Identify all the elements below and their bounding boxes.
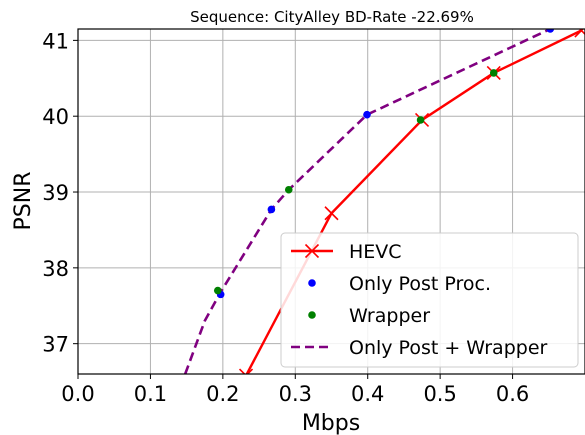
chart-title: Sequence: CityAlley BD-Rate -22.69%: [190, 8, 474, 26]
legend-box: [280, 232, 579, 368]
ticks: 0.0 0.1 0.2 0.3 0.4 0.5 0.6 37 38 39 40 41: [42, 29, 529, 406]
y-tick-label: 39: [42, 181, 69, 205]
legend-item-only-post-proc: Only Post Proc.: [308, 273, 491, 295]
series-only-post-point: [546, 29, 555, 33]
series-wrapper-point: [416, 116, 425, 124]
y-tick-label: 40: [42, 105, 69, 129]
legend-label: Wrapper: [349, 305, 430, 327]
legend-point: [308, 311, 316, 319]
legend-hevc-marker: [304, 243, 320, 259]
series-wrapper-point: [489, 69, 498, 77]
series-wrapper-point: [213, 286, 222, 295]
legend-item-hevc: HEVC: [291, 241, 402, 263]
series-hevc-marker: [324, 206, 339, 221]
legend-label: HEVC: [349, 241, 402, 263]
legend-label: Only Post + Wrapper: [349, 337, 548, 359]
y-tick-label: 37: [42, 333, 69, 357]
legend-item-wrapper: Wrapper: [308, 305, 430, 327]
y-tick-label: 41: [42, 29, 69, 53]
y-tick-label: 38: [42, 257, 69, 281]
x-axis-label: Mbps: [302, 411, 360, 435]
x-tick-label: 0.0: [61, 382, 94, 406]
x-tick-label: 0.2: [206, 382, 239, 406]
y-axis-label: PSNR: [11, 172, 36, 231]
legend: HEVC Only Post Proc. Wrapper Only Post + Wr…: [280, 232, 579, 368]
x-tick-label: 0.3: [279, 382, 312, 406]
x-tick-label: 0.6: [496, 382, 529, 406]
series-only-post-point: [267, 205, 276, 214]
x-tick-label: 0.4: [351, 382, 384, 406]
legend-point: [308, 279, 316, 287]
series-hevc-marker: [238, 368, 254, 374]
series-hevc-marker: [574, 29, 585, 38]
series-only-post-point: [363, 110, 371, 119]
legend-label: Only Post Proc.: [349, 273, 491, 295]
legend-item-only-post-wrapper: Only Post + Wrapper: [291, 337, 548, 359]
x-tick-label: 0.5: [423, 382, 456, 406]
plot-frame: [77, 28, 585, 375]
series-wrapper-point: [284, 185, 293, 194]
x-tick-label: 0.1: [134, 382, 167, 406]
